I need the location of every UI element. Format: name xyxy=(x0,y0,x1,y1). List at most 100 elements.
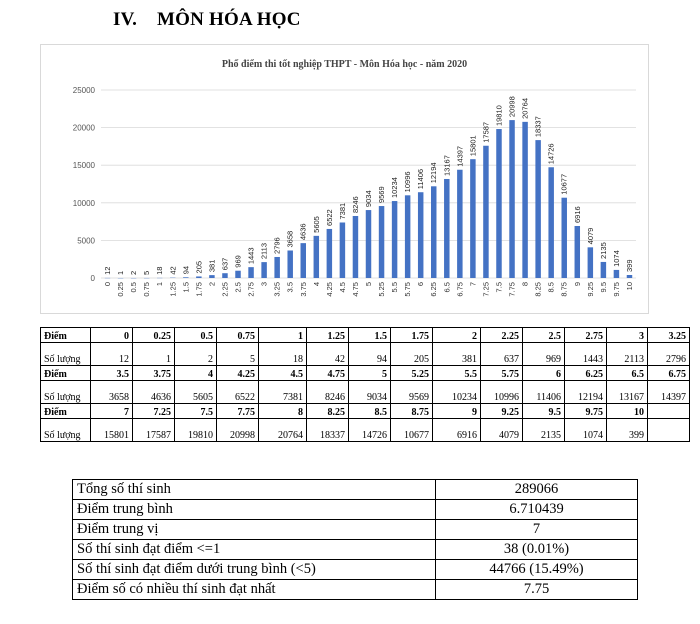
bar xyxy=(509,120,515,279)
count-cell: 18 xyxy=(258,342,307,366)
count-row: Số lượng 12 1 2 5 18 42 94 205 381 637 969 1443 2113 2… xyxy=(40,342,690,366)
data-label: 2 xyxy=(129,271,138,275)
x-tick-label: 0.75 xyxy=(142,282,151,297)
count-cell: 2113 xyxy=(606,342,648,366)
data-label: 1443 xyxy=(247,247,256,264)
data-label: 18337 xyxy=(534,116,543,137)
data-label: 10234 xyxy=(390,177,399,198)
score-cell: 3.5 xyxy=(90,365,133,381)
summary-label: Điểm trung vị xyxy=(72,519,436,540)
bar xyxy=(196,276,202,278)
summary-value: 44766 (15.49%) xyxy=(435,559,638,580)
x-tick-label: 8 xyxy=(521,282,530,286)
x-tick-label: 1.75 xyxy=(194,282,203,297)
section-heading: IV. MÔN HÓA HỌC xyxy=(113,9,301,31)
data-label: 6916 xyxy=(573,206,582,223)
bar xyxy=(339,222,346,278)
y-tick-label: 20000 xyxy=(73,124,96,133)
score-cell: 2.75 xyxy=(564,327,607,343)
score-cell: 5 xyxy=(348,365,391,381)
summary-value: 38 (0.01%) xyxy=(435,539,638,560)
bar xyxy=(378,206,385,278)
count-cell: 4636 xyxy=(132,380,175,404)
score-cell: 3.25 xyxy=(647,327,690,343)
x-tick-label: 4.75 xyxy=(351,282,360,297)
score-cell xyxy=(647,403,690,419)
score-cell: 4.5 xyxy=(258,365,307,381)
y-tick-label: 10000 xyxy=(73,199,96,208)
summary-value: 7 xyxy=(435,519,638,540)
score-cell: 8 xyxy=(258,403,307,419)
score-cell: 6.25 xyxy=(564,365,607,381)
summary-value: 289066 xyxy=(435,479,638,500)
count-cell: 42 xyxy=(306,342,349,366)
bar xyxy=(522,121,528,278)
bar xyxy=(352,215,359,278)
score-cell: 2.25 xyxy=(480,327,523,343)
data-label: 12194 xyxy=(429,162,438,183)
bar xyxy=(548,167,554,278)
summary-row: Điểm trung vị 7 xyxy=(72,519,638,540)
count-cell: 5605 xyxy=(174,380,217,404)
summary-label: Điểm số có nhiều thí sinh đạt nhất xyxy=(72,579,436,600)
score-row: Điểm 7 7.25 7.5 7.75 8 8.25 8.5 8.75 9 9.25 9.5 9.75… xyxy=(40,403,690,419)
score-row-label: Điểm xyxy=(40,365,91,381)
x-tick-label: 7.25 xyxy=(481,282,490,297)
summary-row: Số thí sinh đạt điểm dưới trung bình (<5… xyxy=(72,559,638,580)
x-tick-label: 10 xyxy=(625,282,634,290)
summary-value: 6.710439 xyxy=(435,499,638,520)
bar xyxy=(613,269,620,278)
data-label: 94 xyxy=(181,266,190,274)
bar xyxy=(365,210,372,278)
count-cell: 1074 xyxy=(564,418,607,442)
count-cell: 2 xyxy=(174,342,217,366)
bar xyxy=(248,267,254,278)
y-tick-label: 25000 xyxy=(73,86,96,95)
summary-label: Điểm trung bình xyxy=(72,499,436,520)
score-cell: 1.25 xyxy=(306,327,349,343)
score-cell: 0 xyxy=(90,327,133,343)
x-tick-label: 4.25 xyxy=(325,282,334,297)
count-row-label: Số lượng xyxy=(40,342,91,366)
data-label: 17587 xyxy=(481,122,490,143)
data-label: 19810 xyxy=(494,105,503,126)
score-cell: 4.75 xyxy=(306,365,349,381)
count-row: Số lượng 3658 4636 5605 6522 7381 8246 9034 9569… xyxy=(40,380,690,404)
count-row-label: Số lượng xyxy=(40,380,91,404)
x-tick-label: 9.25 xyxy=(586,282,595,297)
score-cell: 6 xyxy=(522,365,565,381)
score-cell: 8.75 xyxy=(390,403,433,419)
data-label: 14726 xyxy=(547,143,556,164)
score-cell: 3.75 xyxy=(132,365,175,381)
score-distribution-chart: Phổ điểm thi tốt nghiệp THPT - Môn Hóa h… xyxy=(40,44,649,314)
x-tick-label: 5.5 xyxy=(390,282,399,292)
data-label: 8246 xyxy=(351,196,360,213)
bar xyxy=(222,273,228,278)
count-cell: 1 xyxy=(132,342,175,366)
score-cell: 9.5 xyxy=(522,403,565,419)
score-cell: 10 xyxy=(606,403,648,419)
data-label: 5 xyxy=(142,271,151,275)
count-cell: 969 xyxy=(522,342,565,366)
x-tick-label: 7.75 xyxy=(508,282,517,297)
x-tick-label: 7 xyxy=(468,282,477,286)
count-cell: 94 xyxy=(348,342,391,366)
score-cell: 0.75 xyxy=(216,327,259,343)
data-label: 14397 xyxy=(455,146,464,167)
summary-table: Tổng số thí sinh 289066 Điểm trung bình 6.7… xyxy=(72,479,638,600)
data-label: 4636 xyxy=(299,223,308,240)
section-title: MÔN HÓA HỌC xyxy=(157,9,301,30)
x-tick-label: 9 xyxy=(573,282,582,286)
count-cell: 12194 xyxy=(564,380,607,404)
summary-value: 7.75 xyxy=(435,579,638,600)
bar xyxy=(457,169,463,278)
bar xyxy=(326,228,333,278)
x-tick-label: 9.75 xyxy=(612,282,621,297)
bar xyxy=(470,159,476,278)
count-cell: 19810 xyxy=(174,418,217,442)
data-label: 15801 xyxy=(468,135,477,156)
score-row: Điểm 0 0.25 0.5 0.75 1 1.25 1.5 1.75 2 2.25 2.5 2.75… xyxy=(40,327,690,343)
count-cell: 20998 xyxy=(216,418,259,442)
x-tick-label: 0 xyxy=(103,282,112,286)
count-cell: 11406 xyxy=(522,380,565,404)
